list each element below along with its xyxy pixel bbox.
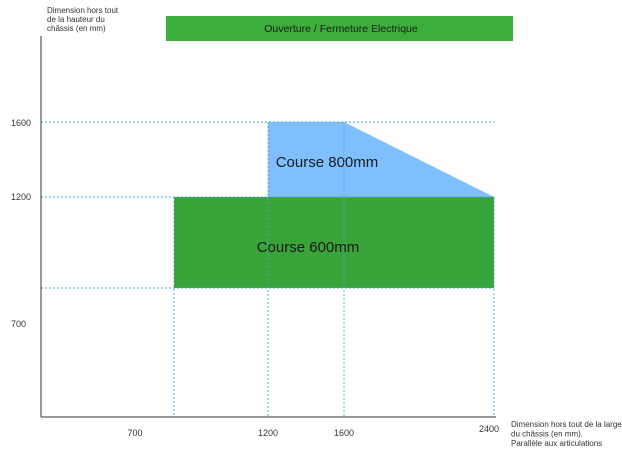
y-axis-title: Dimension hors tout de la hauteur du châ… bbox=[47, 6, 120, 33]
x-tick-1600: 1600 bbox=[334, 428, 354, 438]
y-axis-title-line-1: Dimension hors tout bbox=[47, 6, 119, 15]
x-axis-title-line-2: du châssis (en mm). bbox=[511, 430, 583, 439]
region-course-800-label: Course 800mm bbox=[276, 154, 379, 171]
region-course-600-label: Course 600mm bbox=[257, 239, 360, 256]
banner-label: Ouverture / Fermeture Electrique bbox=[264, 23, 418, 35]
x-tick-700: 700 bbox=[127, 428, 142, 438]
y-tick-1600: 1600 bbox=[11, 118, 31, 128]
x-axis-title-line-3: Parallèle aux articulations bbox=[511, 439, 602, 448]
y-axis-title-line-3: châssis (en mm) bbox=[47, 24, 106, 33]
banner-bar bbox=[166, 16, 513, 41]
region-course-600 bbox=[174, 197, 494, 288]
y-axis-title-line-2: de la hauteur du bbox=[47, 15, 105, 24]
x-axis-title: Dimension hors tout de la largeur du châ… bbox=[511, 420, 622, 448]
x-axis-title-line-1: Dimension hors tout de la largeur bbox=[511, 420, 622, 429]
y-tick-1200: 1200 bbox=[11, 192, 31, 202]
region-course-800 bbox=[268, 122, 494, 197]
x-tick-1200: 1200 bbox=[258, 428, 278, 438]
x-tick-2400: 2400 bbox=[479, 424, 499, 434]
y-tick-700: 700 bbox=[11, 319, 26, 329]
